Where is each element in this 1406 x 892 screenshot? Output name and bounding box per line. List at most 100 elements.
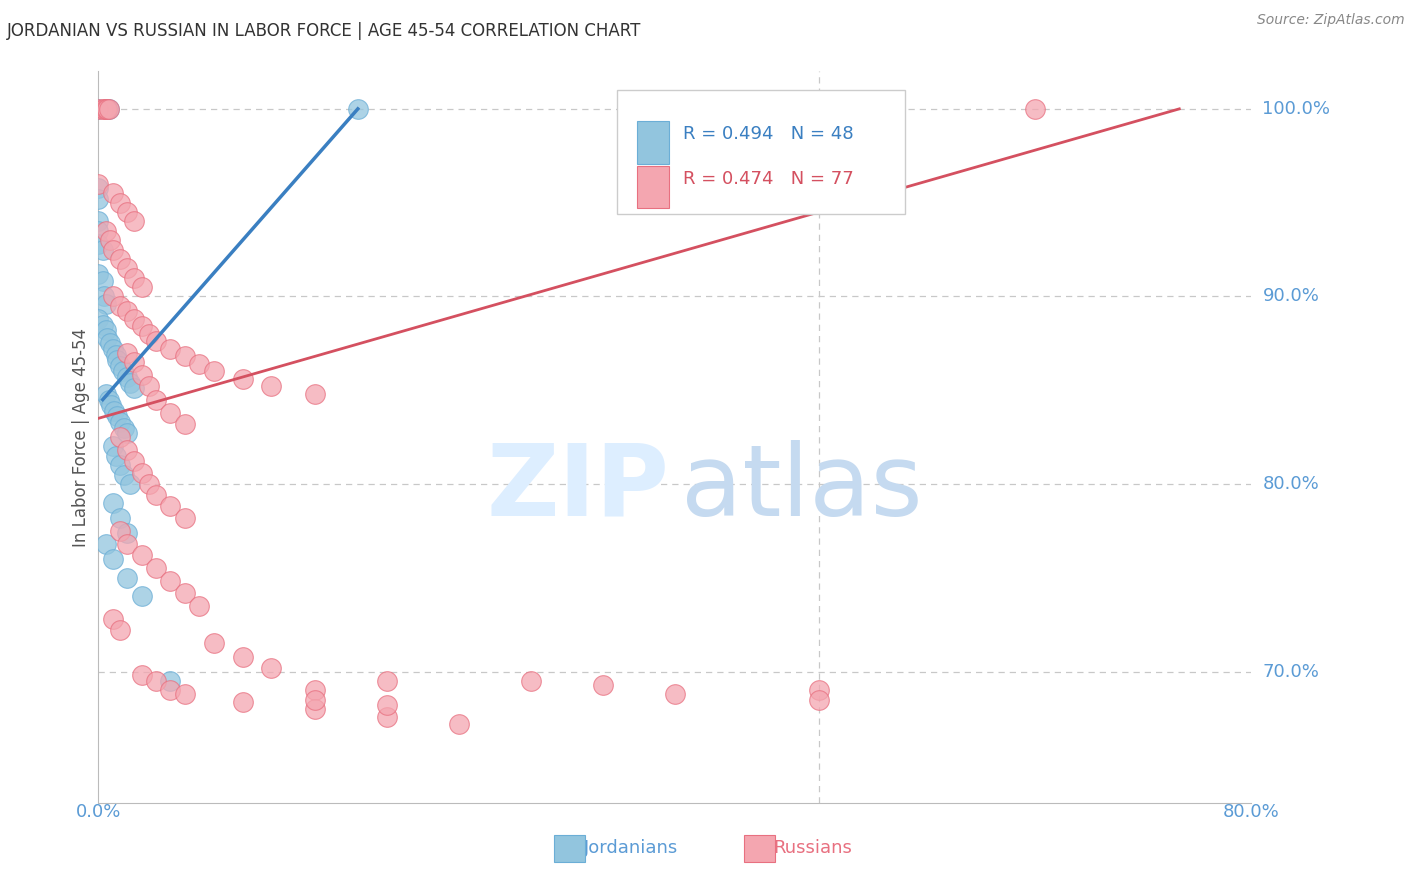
Text: ZIP: ZIP bbox=[486, 440, 669, 537]
Point bbox=[108, 252, 131, 266]
Point bbox=[91, 243, 114, 257]
Point bbox=[101, 186, 124, 201]
Point bbox=[117, 261, 139, 276]
Point bbox=[94, 323, 117, 337]
Point bbox=[145, 334, 167, 349]
Point bbox=[202, 636, 225, 650]
Point bbox=[188, 357, 211, 371]
Point bbox=[101, 289, 124, 303]
Bar bbox=[637, 121, 669, 163]
Text: Russians: Russians bbox=[773, 839, 852, 857]
Point bbox=[87, 192, 110, 206]
Point bbox=[117, 426, 139, 441]
Text: 90.0%: 90.0% bbox=[1263, 287, 1319, 305]
Point bbox=[91, 318, 114, 332]
Point bbox=[174, 350, 197, 364]
Point bbox=[101, 552, 124, 566]
Point bbox=[131, 548, 153, 562]
Point bbox=[188, 599, 211, 613]
Point bbox=[159, 342, 181, 356]
Text: R = 0.494   N = 48: R = 0.494 N = 48 bbox=[683, 125, 853, 144]
Point bbox=[108, 510, 131, 524]
Point bbox=[108, 415, 131, 429]
Point bbox=[159, 574, 181, 589]
Point bbox=[117, 205, 139, 219]
Point bbox=[108, 299, 131, 313]
Point bbox=[97, 102, 120, 116]
Text: R = 0.474   N = 77: R = 0.474 N = 77 bbox=[683, 169, 853, 187]
Point bbox=[808, 692, 831, 706]
Point bbox=[260, 379, 283, 393]
Point bbox=[174, 510, 197, 524]
Point bbox=[103, 404, 125, 418]
Point bbox=[131, 590, 153, 604]
Point bbox=[98, 233, 121, 247]
Point bbox=[96, 331, 118, 345]
Point bbox=[91, 274, 114, 288]
Point bbox=[808, 683, 831, 698]
Point bbox=[94, 297, 117, 311]
Point bbox=[231, 649, 254, 664]
Point bbox=[96, 102, 118, 116]
Point bbox=[124, 312, 146, 326]
Point bbox=[117, 370, 139, 384]
Point bbox=[447, 717, 470, 731]
Point bbox=[124, 355, 146, 369]
Point bbox=[131, 280, 153, 294]
Text: 80.0%: 80.0% bbox=[1263, 475, 1319, 493]
Point bbox=[87, 267, 110, 281]
Point bbox=[100, 398, 122, 412]
Y-axis label: In Labor Force | Age 45-54: In Labor Force | Age 45-54 bbox=[72, 327, 90, 547]
Text: JORDANIAN VS RUSSIAN IN LABOR FORCE | AGE 45-54 CORRELATION CHART: JORDANIAN VS RUSSIAN IN LABOR FORCE | AG… bbox=[7, 22, 641, 40]
Point bbox=[91, 102, 114, 116]
Point bbox=[94, 387, 117, 401]
Bar bbox=[637, 166, 669, 208]
Text: 70.0%: 70.0% bbox=[1263, 663, 1319, 681]
Point bbox=[138, 379, 160, 393]
Point bbox=[138, 477, 160, 491]
Point bbox=[105, 353, 128, 368]
Point bbox=[112, 467, 135, 482]
Point bbox=[97, 102, 120, 116]
Point bbox=[131, 668, 153, 682]
Point bbox=[260, 661, 283, 675]
Point bbox=[112, 420, 135, 434]
Point bbox=[87, 214, 110, 228]
Point bbox=[138, 326, 160, 341]
Point bbox=[159, 683, 181, 698]
Point bbox=[108, 195, 131, 210]
Point bbox=[1024, 102, 1046, 116]
Point bbox=[93, 102, 115, 116]
Point bbox=[375, 673, 398, 688]
Point bbox=[131, 319, 153, 334]
Point bbox=[304, 702, 326, 716]
Point bbox=[131, 466, 153, 480]
Point bbox=[101, 612, 124, 626]
Point bbox=[108, 524, 131, 538]
Point bbox=[145, 392, 167, 407]
Point bbox=[96, 102, 118, 116]
Point bbox=[87, 236, 110, 251]
Point bbox=[145, 561, 167, 575]
Point bbox=[159, 406, 181, 420]
Point bbox=[231, 372, 254, 386]
Point bbox=[124, 454, 146, 468]
Point bbox=[375, 698, 398, 713]
Point bbox=[159, 500, 181, 514]
Point bbox=[94, 537, 117, 551]
Point bbox=[108, 430, 131, 444]
Point bbox=[117, 443, 139, 458]
Point bbox=[375, 709, 398, 723]
Point bbox=[104, 449, 127, 463]
Text: 80.0%: 80.0% bbox=[1223, 803, 1279, 821]
Point bbox=[87, 224, 110, 238]
Point bbox=[159, 673, 181, 688]
Point bbox=[94, 224, 117, 238]
Point bbox=[304, 692, 326, 706]
Point bbox=[94, 102, 117, 116]
Point bbox=[101, 440, 124, 454]
Point bbox=[202, 364, 225, 378]
Point bbox=[117, 345, 139, 359]
Point bbox=[124, 214, 146, 228]
Point bbox=[87, 180, 110, 194]
